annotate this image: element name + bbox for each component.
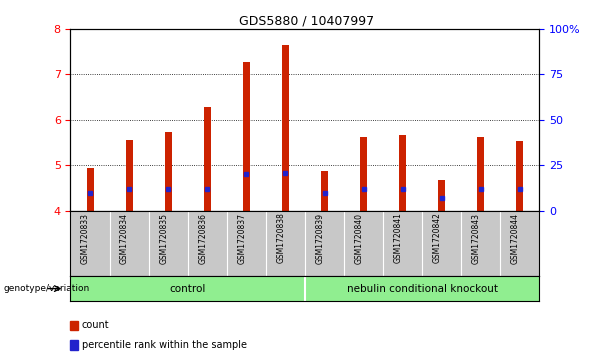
Text: GSM1720835: GSM1720835: [159, 212, 168, 264]
Text: GSM1720836: GSM1720836: [198, 212, 207, 264]
Bar: [516, 141, 524, 211]
Text: nebulin conditional knockout: nebulin conditional knockout: [347, 284, 498, 294]
Text: count: count: [82, 320, 109, 330]
Bar: [478, 136, 484, 211]
Bar: [360, 136, 367, 211]
Text: GDS5880 / 10407997: GDS5880 / 10407997: [239, 15, 374, 28]
Text: GSM1720844: GSM1720844: [511, 212, 520, 264]
Text: percentile rank within the sample: percentile rank within the sample: [82, 340, 246, 350]
Bar: [321, 171, 328, 211]
Text: GSM1720840: GSM1720840: [354, 212, 364, 264]
Text: GSM1720838: GSM1720838: [276, 212, 286, 264]
Bar: [282, 45, 289, 211]
Bar: [399, 135, 406, 211]
Bar: [204, 107, 211, 211]
Text: GSM1720841: GSM1720841: [394, 212, 403, 264]
Text: GSM1720843: GSM1720843: [472, 212, 481, 264]
Text: genotype/variation: genotype/variation: [3, 284, 89, 293]
Text: control: control: [170, 284, 206, 294]
Text: GSM1720833: GSM1720833: [81, 212, 90, 264]
Text: GSM1720837: GSM1720837: [237, 212, 246, 264]
Text: GSM1720842: GSM1720842: [433, 212, 442, 264]
Bar: [86, 168, 94, 211]
Bar: [438, 180, 445, 211]
Text: GSM1720839: GSM1720839: [316, 212, 324, 264]
Bar: [243, 62, 250, 211]
Bar: [165, 132, 172, 211]
Text: GSM1720834: GSM1720834: [120, 212, 129, 264]
Bar: [126, 140, 132, 211]
